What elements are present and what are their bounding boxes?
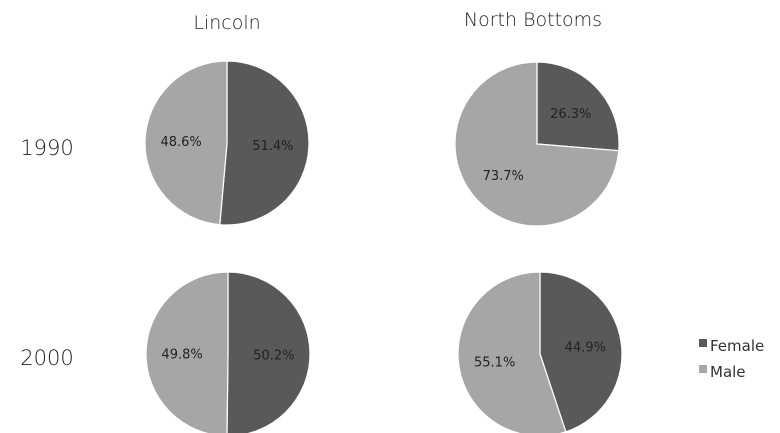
- pie-slice-lincoln-2000-male: [145, 271, 229, 433]
- legend-label-male: Male: [710, 363, 746, 381]
- pie-slice-lincoln-2000-female: [226, 271, 311, 433]
- row-label-2000: 2000: [20, 346, 73, 370]
- legend-swatch-male: [699, 365, 707, 373]
- legend-label-female: Female: [710, 337, 764, 355]
- pie-slice-north-bottoms-1990-male: [454, 61, 620, 227]
- slice-label-lincoln-2000-female: 50.2%: [253, 348, 294, 363]
- column-title-lincoln: Lincoln: [193, 12, 260, 34]
- slice-label-lincoln-1990-female: 51.4%: [252, 139, 293, 154]
- slice-label-north-bottoms-1990-male: 73.7%: [483, 169, 524, 184]
- slice-label-north-bottoms-2000-female: 44.9%: [565, 341, 606, 356]
- pie-slice-north-bottoms-2000-male: [457, 271, 567, 433]
- pie-slice-north-bottoms-2000-female: [539, 271, 623, 433]
- slice-label-north-bottoms-1990-female: 26.3%: [550, 107, 591, 122]
- slice-label-lincoln-1990-male: 48.6%: [160, 135, 201, 150]
- pie-slice-lincoln-1990-male: [144, 60, 228, 226]
- slice-label-lincoln-2000-male: 49.8%: [161, 348, 202, 363]
- pie-grid: 51.4% 48.6% 26.3% 73.7% 50.2% 49.8% 44.9% 55.1%: [144, 60, 623, 433]
- row-label-1990: 1990: [20, 136, 73, 160]
- column-title-north-bottoms: North Bottoms: [464, 9, 602, 31]
- slice-label-north-bottoms-2000-male: 55.1%: [474, 355, 515, 370]
- pie-slice-north-bottoms-1990-female: [536, 61, 620, 152]
- legend-swatch-female: [699, 339, 707, 347]
- pie-slice-lincoln-1990-female: [219, 60, 310, 226]
- legend: Female Male: [699, 337, 764, 381]
